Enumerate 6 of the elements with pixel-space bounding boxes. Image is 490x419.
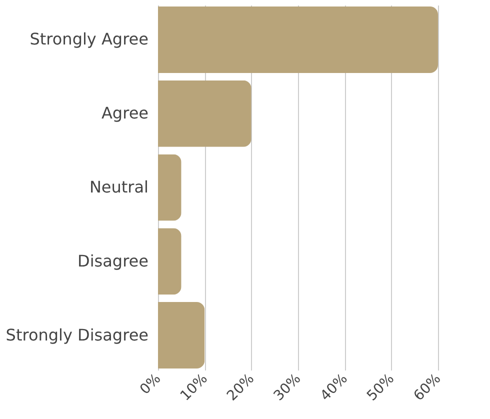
- y-tick-label: Strongly Disagree: [6, 325, 148, 344]
- x-tick-label: 0%: [137, 370, 164, 398]
- y-tick-label: Neutral: [89, 178, 148, 196]
- y-tick-label: Agree: [101, 104, 148, 123]
- y-tick-label: Strongly Agree: [30, 30, 148, 49]
- y-tick-label: Disagree: [78, 251, 148, 270]
